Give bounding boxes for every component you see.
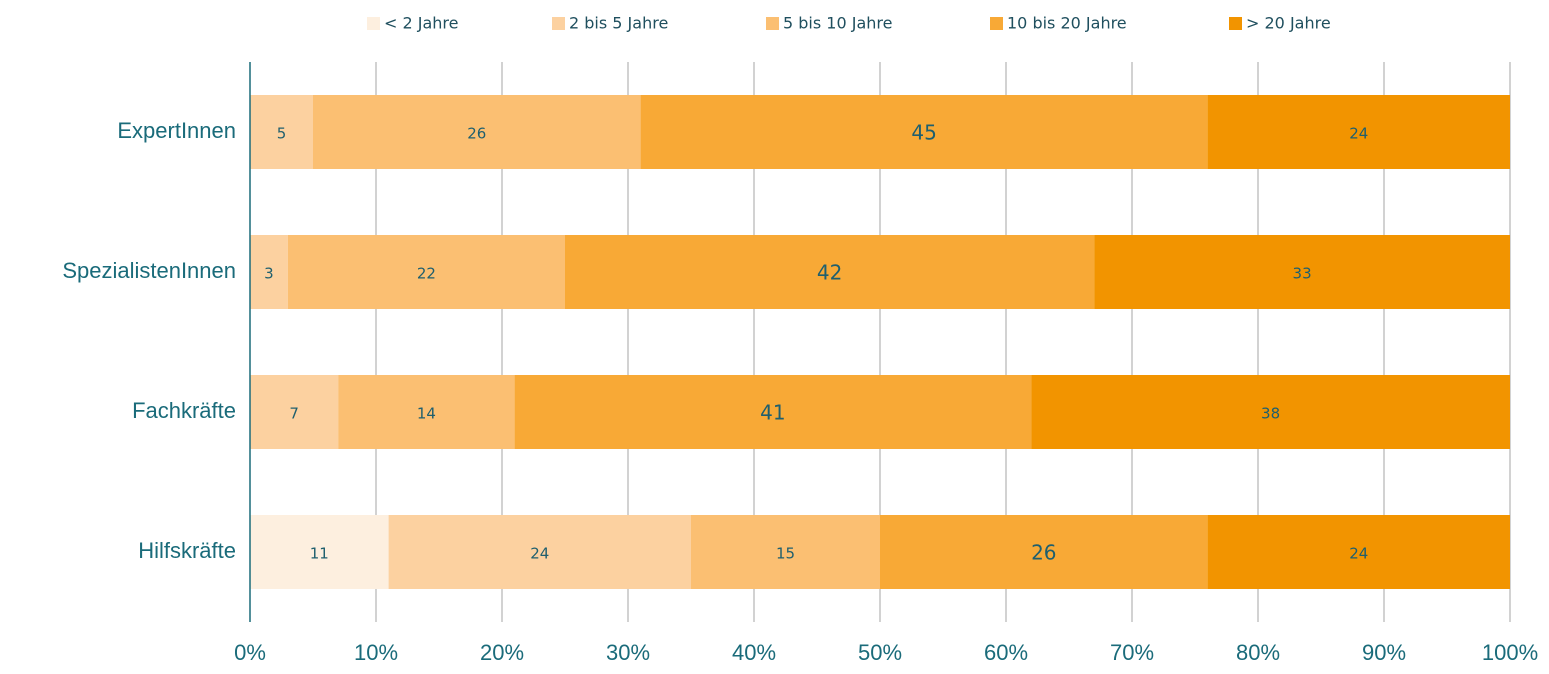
x-tick-label: 20%	[480, 640, 524, 665]
bar-segment	[1207, 95, 1510, 169]
legend-swatch	[766, 17, 779, 30]
bar-segment	[250, 375, 339, 449]
legend-label: 5 bis 10 Jahre	[783, 14, 892, 33]
data-label: 5	[277, 125, 287, 143]
bar-segment	[388, 515, 691, 589]
data-label: 26	[467, 125, 486, 143]
data-label: 42	[817, 261, 842, 285]
data-label: 24	[530, 545, 549, 563]
x-tick-label: 30%	[606, 640, 650, 665]
bar-segment	[691, 515, 880, 589]
bar-segment	[1031, 375, 1510, 449]
legend-swatch	[990, 17, 1003, 30]
legend-label: < 2 Jahre	[384, 14, 459, 33]
data-label: 24	[1349, 545, 1368, 563]
data-label: 45	[911, 121, 936, 145]
bar-segment	[287, 235, 565, 309]
y-tick-label: ExpertInnen	[117, 118, 236, 143]
data-label: 11	[310, 545, 329, 563]
bar-segment	[338, 375, 515, 449]
bar-segment	[640, 95, 1208, 169]
x-tick-label: 100%	[1482, 640, 1538, 665]
data-label: 33	[1293, 265, 1312, 283]
bar-segment	[880, 515, 1208, 589]
bar-segment	[250, 235, 288, 309]
x-tick-label: 70%	[1110, 640, 1154, 665]
legend-swatch	[1229, 17, 1242, 30]
x-tick-label: 60%	[984, 640, 1028, 665]
bar-segment	[1094, 235, 1510, 309]
bar-segment	[313, 95, 641, 169]
y-tick-label: SpezialistenInnen	[62, 258, 236, 283]
data-label: 14	[417, 405, 436, 423]
y-tick-label: Fachkräfte	[132, 398, 236, 423]
legend-label: > 20 Jahre	[1246, 14, 1331, 33]
data-label: 15	[776, 545, 795, 563]
legend-label: 10 bis 20 Jahre	[1007, 14, 1127, 33]
bar-segment	[250, 515, 389, 589]
x-tick-label: 90%	[1362, 640, 1406, 665]
data-label: 3	[264, 265, 274, 283]
data-label: 24	[1349, 125, 1368, 143]
data-label: 22	[417, 265, 436, 283]
bar-segment	[250, 95, 313, 169]
legend-swatch	[367, 17, 380, 30]
data-label: 38	[1261, 405, 1280, 423]
legend-swatch	[552, 17, 565, 30]
bar-segment	[514, 375, 1032, 449]
data-label: 7	[289, 405, 299, 423]
x-tick-label: 80%	[1236, 640, 1280, 665]
data-label: 41	[760, 401, 785, 425]
legend-label: 2 bis 5 Jahre	[569, 14, 668, 33]
x-tick-label: 0%	[234, 640, 266, 665]
x-tick-label: 40%	[732, 640, 776, 665]
bar-segment	[1207, 515, 1510, 589]
bar-segment	[565, 235, 1095, 309]
y-tick-label: Hilfskräfte	[138, 538, 236, 563]
x-tick-label: 10%	[354, 640, 398, 665]
data-label: 26	[1031, 541, 1056, 565]
x-tick-label: 50%	[858, 640, 902, 665]
